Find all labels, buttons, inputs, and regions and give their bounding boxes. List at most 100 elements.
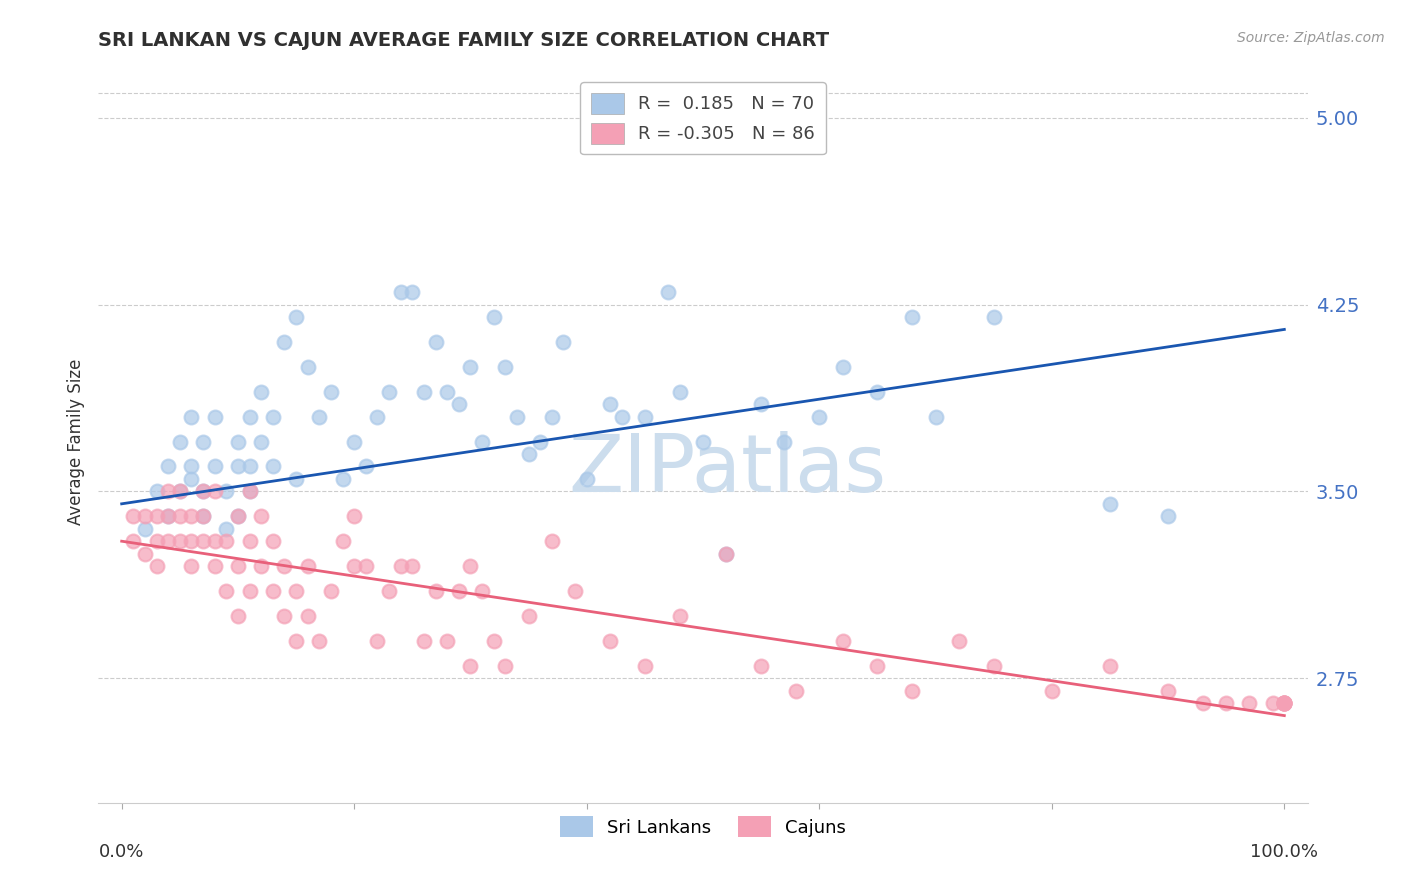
Point <box>204 484 226 499</box>
Point <box>1192 696 1215 710</box>
Point <box>191 509 214 524</box>
Point <box>378 584 401 599</box>
Point <box>401 285 423 299</box>
Point <box>332 472 354 486</box>
Point <box>378 384 401 399</box>
Point <box>634 409 657 424</box>
Point <box>599 633 621 648</box>
Point <box>157 509 180 524</box>
Point <box>599 397 621 411</box>
Text: 100.0%: 100.0% <box>1250 843 1319 861</box>
Point <box>204 534 226 549</box>
Point <box>215 484 238 499</box>
Point <box>157 534 180 549</box>
Point <box>425 584 447 599</box>
Y-axis label: Average Family Size: Average Family Size <box>66 359 84 524</box>
Point <box>262 459 284 474</box>
Point <box>831 359 853 374</box>
Point <box>273 559 295 574</box>
Point <box>494 658 516 673</box>
Point <box>354 559 377 574</box>
Point <box>262 584 284 599</box>
Point <box>471 434 494 449</box>
Point <box>343 509 366 524</box>
Point <box>319 584 342 599</box>
Point <box>482 633 505 648</box>
Point <box>1272 696 1295 710</box>
Point <box>808 409 831 424</box>
Point <box>1272 696 1295 710</box>
Point <box>366 633 388 648</box>
Point <box>436 633 458 648</box>
Point <box>517 609 540 624</box>
Point <box>134 522 156 536</box>
Point <box>460 559 482 574</box>
Point <box>1272 696 1295 710</box>
Text: SRI LANKAN VS CAJUN AVERAGE FAMILY SIZE CORRELATION CHART: SRI LANKAN VS CAJUN AVERAGE FAMILY SIZE … <box>98 31 830 50</box>
Point <box>389 559 412 574</box>
Point <box>157 509 180 524</box>
Point <box>1261 696 1284 710</box>
Text: ZIPatlas: ZIPatlas <box>568 432 886 509</box>
Point <box>553 334 575 349</box>
Point <box>564 584 586 599</box>
Point <box>831 633 853 648</box>
Point <box>226 559 249 574</box>
Point <box>540 534 562 549</box>
Point <box>122 534 145 549</box>
Point <box>332 534 354 549</box>
Point <box>1272 696 1295 710</box>
Point <box>191 534 214 549</box>
Point <box>749 397 772 411</box>
Point <box>343 559 366 574</box>
Point <box>366 409 388 424</box>
Point <box>529 434 551 449</box>
Point <box>494 359 516 374</box>
Point <box>285 633 308 648</box>
Point <box>1040 683 1063 698</box>
Point <box>226 509 249 524</box>
Point <box>343 434 366 449</box>
Point <box>425 334 447 349</box>
Point <box>1239 696 1261 710</box>
Point <box>180 459 202 474</box>
Point <box>749 658 772 673</box>
Point <box>239 484 262 499</box>
Point <box>226 434 249 449</box>
Point <box>785 683 807 698</box>
Point <box>226 609 249 624</box>
Point <box>308 633 330 648</box>
Point <box>250 509 273 524</box>
Point <box>901 310 924 324</box>
Point <box>297 609 319 624</box>
Point <box>157 484 180 499</box>
Point <box>239 484 262 499</box>
Point <box>262 409 284 424</box>
Point <box>180 409 202 424</box>
Point <box>668 384 690 399</box>
Point <box>215 522 238 536</box>
Point <box>180 472 202 486</box>
Point <box>215 534 238 549</box>
Point <box>471 584 494 599</box>
Point <box>239 584 262 599</box>
Point <box>447 397 470 411</box>
Point <box>239 534 262 549</box>
Point <box>447 584 470 599</box>
Point <box>634 658 657 673</box>
Point <box>540 409 562 424</box>
Point <box>157 459 180 474</box>
Point <box>239 409 262 424</box>
Point <box>401 559 423 574</box>
Point <box>924 409 946 424</box>
Point <box>1272 696 1295 710</box>
Point <box>169 534 191 549</box>
Point <box>1157 683 1180 698</box>
Point <box>145 484 167 499</box>
Point <box>436 384 458 399</box>
Point <box>226 509 249 524</box>
Point <box>482 310 505 324</box>
Point <box>1098 497 1121 511</box>
Point <box>285 310 308 324</box>
Point <box>250 384 273 399</box>
